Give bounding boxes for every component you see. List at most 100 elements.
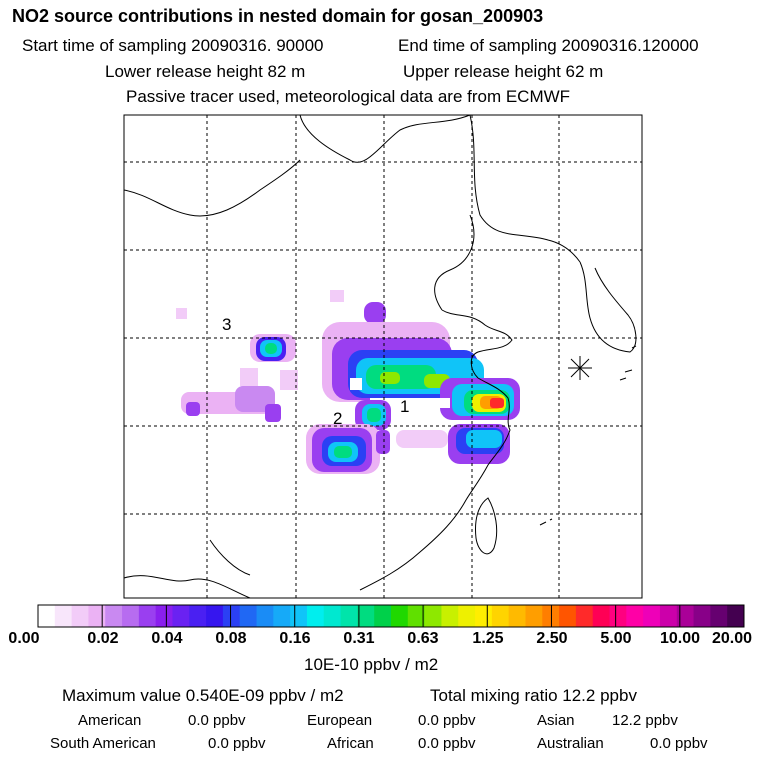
coastlines (123, 114, 637, 599)
colorbar-swatch (475, 605, 493, 627)
map-panel: 1 2 3 (123, 114, 643, 599)
colorbar-swatch (256, 605, 274, 627)
plume-cell (240, 368, 258, 386)
colorbar-swatch (71, 605, 89, 627)
plume-cell (380, 372, 400, 384)
colorbar-swatch (407, 605, 426, 627)
lat-lon-grid (124, 115, 642, 598)
colorbar-swatch (659, 605, 678, 627)
colorbar-tick-label: 0.63 (407, 630, 439, 647)
colorbar-swatch (340, 605, 358, 627)
colorbar-tick-label: 1.25 (472, 630, 504, 647)
region-label-1: 1 (400, 397, 409, 416)
colorbar-tick-label: 0.04 (151, 630, 183, 647)
colorbar-swatch (122, 605, 140, 627)
colorbar-swatch (273, 605, 291, 627)
colorbar-swatch (592, 605, 611, 627)
source-label: Asian (537, 712, 575, 729)
colorbar-swatch (441, 605, 459, 627)
plume-cell (280, 370, 298, 390)
colorbar-swatch (189, 605, 207, 627)
colorbar-swatch (222, 605, 241, 627)
colorbar-swatch (643, 605, 661, 627)
region-label-2: 2 (333, 409, 342, 428)
source-label: American (78, 712, 142, 729)
plume-cell (376, 430, 390, 454)
colorbar-swatch (391, 605, 409, 627)
colorbar-swatch (239, 605, 258, 627)
end-time: End time of sampling 20090316.120000 (398, 36, 699, 55)
plume-cell (490, 398, 504, 408)
source-value: 0.0 ppbv (418, 712, 476, 729)
colorbar-tick-label: 0.31 (343, 630, 375, 647)
tracer-note: Passive tracer used, meteorological data… (126, 87, 571, 106)
colorbar-tick-label: 5.00 (600, 630, 632, 647)
colorbar-swatch (424, 605, 442, 627)
colorbar-tick-label: 20.00 (711, 630, 753, 647)
plume-cell (364, 302, 386, 324)
colorbar-frame (37, 604, 745, 628)
source-label: South American (50, 735, 156, 752)
colorbar-tick-label: 0.08 (215, 630, 247, 647)
colorbar-swatch (609, 605, 627, 627)
plume-cell (334, 446, 352, 458)
colorbar-swatch (626, 605, 644, 627)
colorbar-swatch (88, 605, 106, 627)
plot-title: NO2 source contributions in nested domai… (12, 6, 544, 26)
plume-cell (265, 404, 281, 422)
plume-cell (265, 343, 277, 354)
total-mixing-ratio: Total mixing ratio 12.2 ppbv (430, 686, 637, 705)
colorbar-swatch (559, 605, 577, 627)
colorbar-swatch (54, 605, 73, 627)
maximum-value: Maximum value 0.540E-09 ppbv / m2 (62, 686, 344, 705)
colorbar-swatch (525, 605, 543, 627)
lower-release-height: Lower release height 82 m (105, 62, 306, 81)
colorbar-swatch (727, 605, 745, 627)
colorbar-tick-label: 0.00 (8, 630, 40, 647)
source-label: European (307, 712, 373, 729)
colorbar-swatch (508, 605, 526, 627)
region-label-3: 3 (222, 315, 231, 334)
plume-cell (330, 290, 344, 302)
colorbar-swatch (458, 605, 476, 627)
upper-release-height: Upper release height 62 m (403, 62, 604, 81)
colorbar-swatch (306, 605, 325, 627)
colorbar-swatch (491, 605, 510, 627)
colorbar-swatch (323, 605, 342, 627)
source-label: African (327, 735, 374, 752)
source-value: 0.0 ppbv (418, 735, 476, 752)
colorbar-swatch (542, 605, 560, 627)
source-value: 0.0 ppbv (188, 712, 246, 729)
plume-gap (370, 398, 450, 408)
colorbar-tick-label: 0.16 (279, 630, 311, 647)
colorbar-tick-label: 0.02 (87, 630, 119, 647)
colorbar-swatch (105, 605, 123, 627)
colorbar-tick-label: 2.50 (536, 630, 568, 647)
plume-cell (176, 308, 187, 319)
start-time: Start time of sampling 20090316. 90000 (22, 36, 324, 55)
plume-gap (350, 378, 362, 390)
colorbar (37, 604, 745, 628)
colorbar-swatch (575, 605, 594, 627)
source-value: 0.0 ppbv (208, 735, 266, 752)
colorbar-swatch (374, 605, 392, 627)
colorbar-swatch (138, 605, 157, 627)
colorbar-units: 10E-10 ppbv / m2 (304, 655, 439, 674)
concentration-field (176, 290, 520, 474)
asterisk-icon (568, 356, 592, 380)
source-label: Australian (537, 735, 604, 752)
plume-cell (466, 430, 502, 448)
colorbar-swatch (290, 605, 308, 627)
plume-cell (367, 408, 381, 422)
colorbar-tick-label: 10.00 (659, 630, 701, 647)
colorbar-swatch (710, 605, 728, 627)
source-value: 12.2 ppbv (612, 712, 678, 729)
plume-cell (186, 402, 200, 416)
colorbar-swatch (693, 605, 711, 627)
colorbar-swatch (155, 605, 173, 627)
colorbar-swatch (172, 605, 190, 627)
colorbar-swatch (676, 605, 695, 627)
plume-cell (396, 430, 448, 448)
plume-cell (235, 386, 275, 412)
